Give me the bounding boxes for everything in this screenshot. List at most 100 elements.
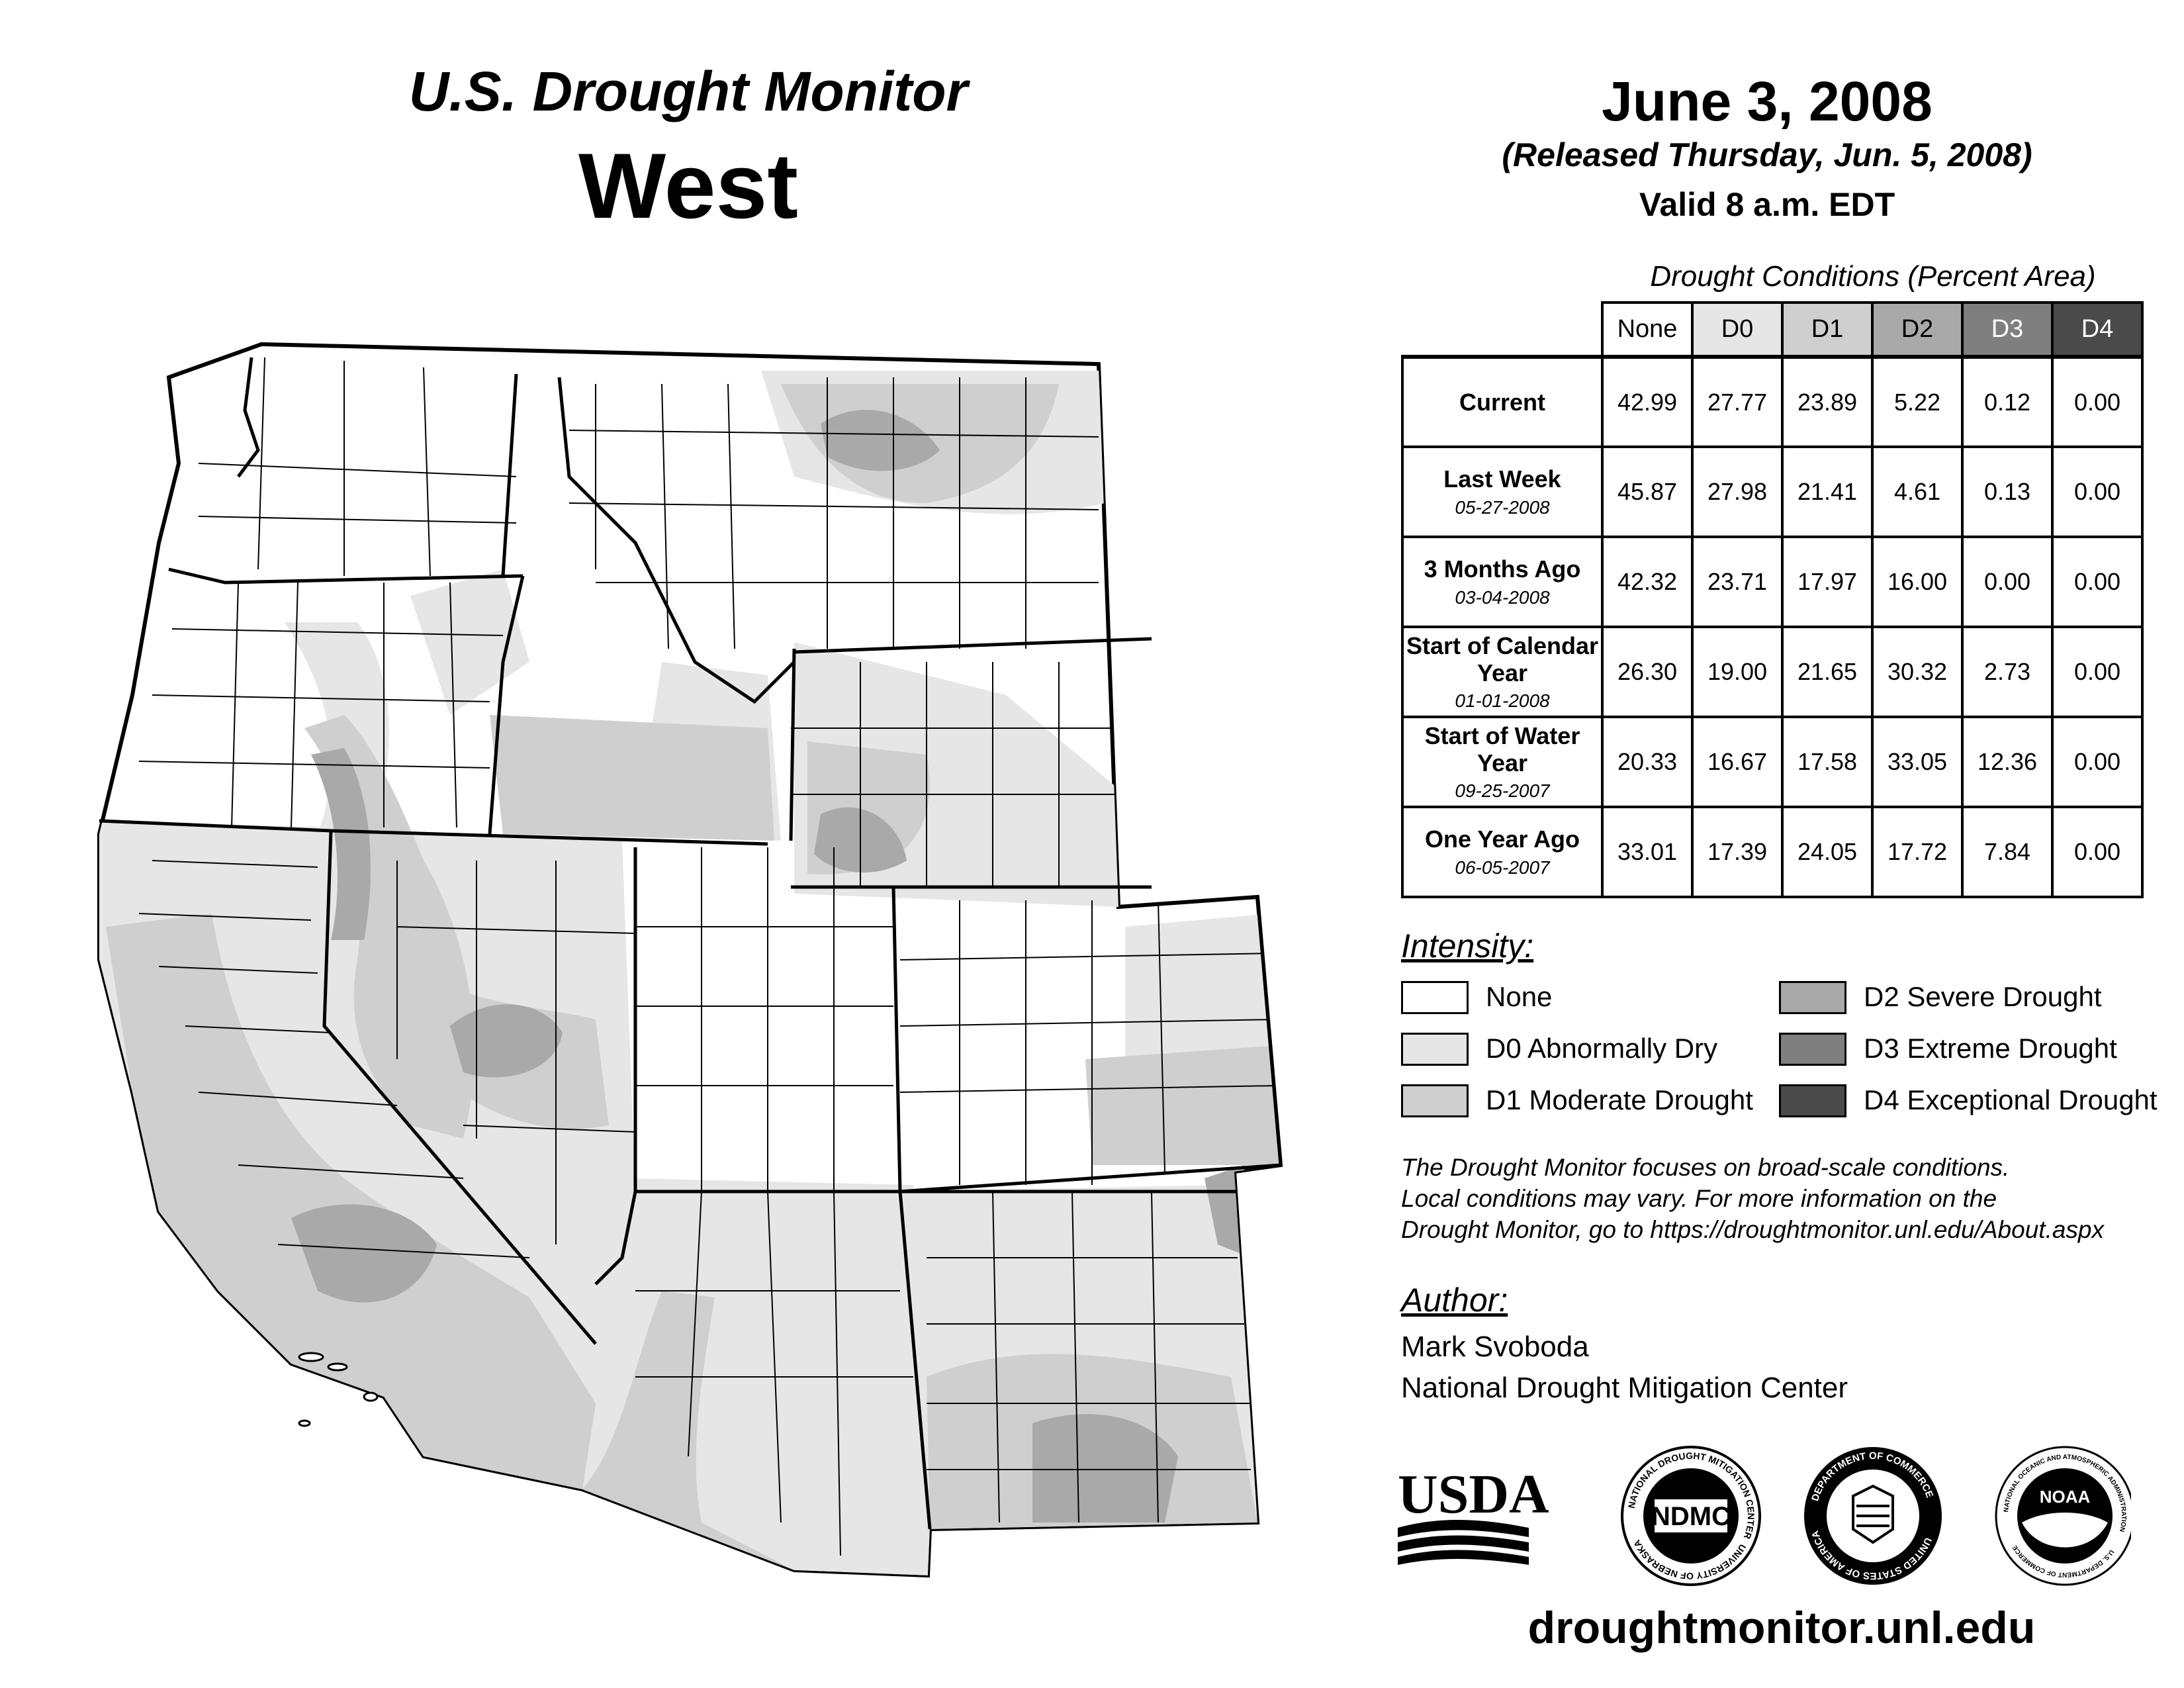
legend-swatch (1401, 981, 1469, 1014)
col-header-d4: D4 (2051, 301, 2144, 358)
table-cell: 20.33 (1601, 716, 1694, 808)
table-cell: 0.12 (1961, 355, 2054, 448)
legend-swatch (1779, 1084, 1846, 1117)
state-boundaries (99, 373, 1283, 1530)
row-label-one-year-ago: One Year Ago 06-05-2007 (1401, 806, 1604, 898)
table-cell: 2.73 (1961, 626, 2054, 718)
puget-sound (237, 357, 260, 478)
table-cell: 17.97 (1781, 536, 1874, 628)
row-label-current: Current (1401, 355, 1604, 448)
table-cell: 19.00 (1691, 626, 1784, 718)
table-row: 3 Months Ago 03-04-2008 42.32 23.71 17.97… (1401, 536, 2144, 628)
legend-label: D3 Extreme Drought (1864, 1033, 2117, 1064)
row-label-start-calendar-year: Start of Calendar Year 01-01-2008 (1401, 626, 1604, 718)
row-label-start-water-year: Start of Water Year 09-25-2007 (1401, 716, 1604, 808)
noaa-logo-text: NOAA (2040, 1487, 2091, 1507)
map-date: June 3, 2008 (1602, 70, 1933, 132)
table-cell: 33.01 (1601, 806, 1694, 898)
legend-label: D0 Abnormally Dry (1486, 1033, 1718, 1064)
or-id-boundary (488, 575, 525, 835)
col-header-d3: D3 (1961, 301, 2054, 358)
legend-swatch (1779, 1033, 1846, 1066)
col-header-d1: D1 (1781, 301, 1874, 358)
table-cell: 26.30 (1601, 626, 1694, 718)
map-title: U.S. Drought Monitor (408, 60, 968, 122)
table-row: Start of Water Year 09-25-2007 20.33 16.6… (1401, 716, 2144, 808)
table-cell: 0.00 (2051, 355, 2144, 448)
map-region-title: West (578, 134, 798, 238)
table-row: Current 42.99 27.77 23.89 5.22 0.12 0.00 (1401, 355, 2144, 448)
agency-logos: USDA NDMC NATIONAL DROUGHT MITIGATION CE… (1398, 1446, 2131, 1586)
table-cell: 21.41 (1781, 445, 1874, 538)
legend-title: Intensity: (1401, 927, 1534, 964)
wa-or-boundary (168, 567, 523, 585)
table-cell: 24.05 (1781, 806, 1874, 898)
table-cell: 23.71 (1691, 536, 1784, 628)
table-cell: 7.84 (1961, 806, 2054, 898)
table-cell: 0.00 (1961, 536, 2054, 628)
legend-label: None (1486, 981, 1553, 1012)
valid-time: Valid 8 a.m. EDT (1639, 186, 1895, 223)
ut-co-boundary (891, 886, 902, 1192)
county-lines (138, 357, 1278, 1556)
table-cell: 0.00 (2051, 445, 2144, 538)
table-cell: 42.99 (1601, 355, 1694, 448)
legend-swatch (1779, 981, 1846, 1014)
drought-map (97, 342, 1283, 1578)
table-cell: 27.77 (1691, 355, 1784, 448)
disclaimer-line: Drought Monitor, go to https://droughtmo… (1401, 1216, 2104, 1243)
row-label-last-week: Last Week 05-27-2008 (1401, 445, 1604, 538)
legend-swatch (1401, 1084, 1469, 1117)
drought-conditions-table: None D0 D1 D2 D3 D4 Current 42.99 27.77 … (1401, 301, 2144, 898)
ndmc-logo: NDMC NATIONAL DROUGHT MITIGATION CENTER … (1621, 1446, 1761, 1586)
legend-label: D2 Severe Drought (1864, 981, 2102, 1012)
table-cell: 5.22 (1871, 355, 1964, 448)
az-nm-boundary (898, 1191, 932, 1530)
legend-label: D1 Moderate Drought (1486, 1084, 1753, 1115)
table-cell: 16.00 (1871, 536, 1964, 628)
author-name: Mark Svoboda (1401, 1331, 1589, 1363)
table-cell: 0.00 (2051, 716, 2144, 808)
table-caption: Drought Conditions (Percent Area) (1650, 260, 2096, 293)
release-date: (Released Thursday, Jun. 5, 2008) (1502, 136, 2032, 173)
col-header-none: None (1601, 301, 1694, 358)
disclaimer-line: Local conditions may vary. For more info… (1401, 1185, 1997, 1212)
legend-swatch (1401, 1033, 1469, 1066)
noaa-logo: NOAA NATIONAL OCEANIC AND ATMOSPHERIC AD… (1995, 1446, 2131, 1586)
table-header-row: None D0 D1 D2 D3 D4 (1402, 301, 2144, 358)
table-cell: 4.61 (1871, 445, 1964, 538)
table-cell: 0.00 (2051, 806, 2144, 898)
website-url[interactable]: droughtmonitor.unl.edu (1527, 1603, 2036, 1653)
table-cell: 27.98 (1691, 445, 1784, 538)
doc-seal-logo: DEPARTMENT OF COMMERCE UNITED STATES OF … (1804, 1447, 1942, 1585)
or-ca-boundary (99, 819, 332, 833)
table-cell: 0.00 (2051, 626, 2144, 718)
table-cell: 16.67 (1691, 716, 1784, 808)
id-mt-boundary (501, 373, 796, 704)
author-organization: National Drought Mitigation Center (1401, 1372, 1848, 1404)
legend-label: D4 Exceptional Drought (1864, 1084, 2158, 1115)
table-cell: 45.87 (1601, 445, 1694, 538)
co-ks-boundary (899, 895, 1283, 1194)
disclaimer-line: The Drought Monitor focuses on broad-sca… (1401, 1154, 2010, 1181)
or-nv-id-line (330, 829, 768, 846)
table-cell: 42.32 (1601, 536, 1694, 628)
usda-logo-text: USDA (1398, 1464, 1549, 1525)
table-cell: 17.39 (1691, 806, 1784, 898)
table-cell: 17.72 (1871, 806, 1964, 898)
table-row: Start of Calendar Year 01-01-2008 26.30 1… (1401, 626, 2144, 718)
table-cell: 23.89 (1781, 355, 1874, 448)
id-wy-boundary (789, 648, 796, 841)
table-cell: 12.36 (1961, 716, 2054, 808)
table-cell: 33.05 (1871, 716, 1964, 808)
table-row: Last Week 05-27-2008 45.87 27.98 21.41 4.… (1401, 445, 2144, 538)
disclaimer-text: The Drought Monitor focuses on broad-sca… (1401, 1152, 2162, 1245)
ndmc-logo-text: NDMC (1651, 1502, 1731, 1531)
table-cell: 30.32 (1871, 626, 1964, 718)
channel-islands (298, 1352, 379, 1427)
col-header-d0: D0 (1691, 301, 1784, 358)
mt-wy-boundary (794, 637, 1152, 654)
table-cell: 21.65 (1781, 626, 1874, 718)
table-cell: 0.13 (1961, 445, 2054, 538)
ca-nv-boundary (322, 830, 597, 1345)
